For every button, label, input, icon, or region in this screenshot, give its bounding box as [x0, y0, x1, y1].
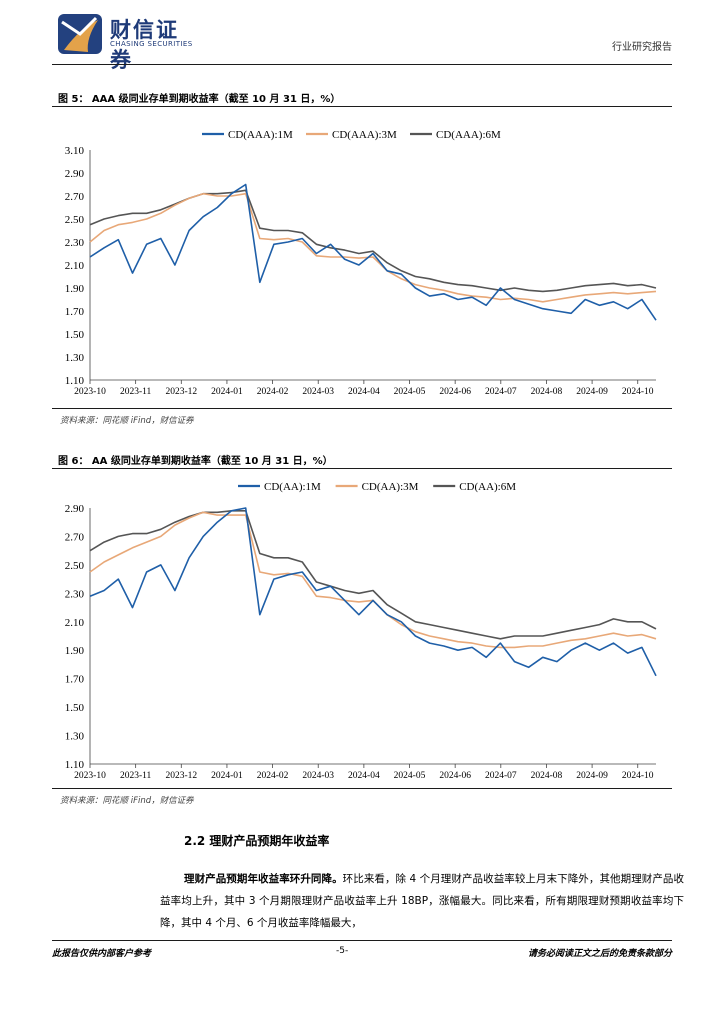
figure5-title-rule [52, 106, 672, 107]
x-tick-label: 2024-05 [394, 387, 426, 397]
x-tick-label: 2024-05 [394, 771, 426, 781]
para-lead: 理财产品预期年收益率环升同降。 [184, 873, 343, 885]
figure6-title-rule [52, 468, 672, 469]
x-tick-label: 2023-11 [120, 771, 152, 781]
y-tick-label: 2.70 [65, 191, 85, 203]
y-tick-label: 1.10 [65, 759, 85, 771]
x-tick-label: 2024-09 [576, 771, 608, 781]
logo-mark-icon [58, 14, 102, 54]
y-tick-label: 1.70 [65, 674, 85, 686]
figure6-title: 图 6： AA 级同业存单到期收益率（截至 10 月 31 日，%） [58, 456, 333, 467]
x-tick-label: 2024-01 [211, 771, 243, 781]
y-tick-label: 1.50 [65, 329, 85, 341]
x-tick-label: 2024-10 [622, 771, 654, 781]
y-tick-label: 2.50 [65, 214, 85, 226]
figure6-chart: CD(AA):1M CD(AA):3M CD(AA):6M 2.90 2.70 2.50 2… [65, 481, 657, 781]
figure5-title: 图 5： AAA 级同业存单到期收益率（截至 10 月 31 日，%） [58, 94, 341, 105]
y-tick-label: 1.90 [65, 283, 85, 295]
legend-label-0: CD(AAA):1M [228, 129, 293, 141]
x-tick-label: 2024-06 [439, 387, 471, 397]
y-tick-label: 1.70 [65, 306, 85, 318]
legend-label-1: CD(AAA):3M [332, 129, 397, 141]
footer-divider [52, 940, 672, 941]
legend-label-2: CD(AA):6M [459, 481, 516, 493]
figure6-source: 资料来源：同花顺 iFind，财信证券 [60, 796, 194, 806]
header-divider [52, 64, 672, 65]
x-tick-label: 2024-04 [348, 387, 380, 397]
y-tick-label: 2.70 [65, 531, 85, 543]
legend-label-1: CD(AA):3M [362, 481, 419, 493]
x-tick-label: 2023-12 [165, 771, 197, 781]
body-paragraph: 理财产品预期年收益率环升同降。环比来看，除 4 个月理财产品收益率较上月末下降外… [160, 868, 684, 934]
x-tick-label: 2024-10 [622, 387, 654, 397]
y-tick-label: 2.90 [65, 503, 85, 515]
x-tick-label: 2024-07 [485, 387, 517, 397]
figure5-bottom-rule [52, 408, 672, 409]
x-tick-label: 2024-01 [211, 387, 243, 397]
series-line-CD(AA):3M [89, 511, 657, 649]
series-line-CD(AA):1M [89, 507, 657, 677]
para-text: 环比来看，除 4 个月理财产品收益率较上月末下降外，其他期理财产品收益率均上升，… [160, 873, 685, 929]
x-tick-label: 2024-02 [257, 387, 289, 397]
y-tick-label: 2.90 [65, 168, 85, 180]
x-tick-label: 2024-03 [302, 387, 334, 397]
footer-disclaimer-right: 请务必阅读正文之后的免责条款部分 [527, 949, 672, 959]
section-title: 2.2 理财产品预期年收益率 [184, 834, 330, 848]
series-line-CD(AAA):1M [89, 183, 657, 321]
y-tick-label: 2.30 [65, 237, 85, 249]
footer-disclaimer-left: 此报告仅供内部客户参考 [52, 949, 152, 959]
report-type: 行业研究报告 [612, 42, 672, 53]
y-tick-label: 1.30 [65, 731, 85, 743]
y-tick-label: 1.50 [65, 702, 85, 714]
x-tick-label: 2023-10 [74, 771, 106, 781]
x-tick-label: 2024-03 [302, 771, 334, 781]
series-line-CD(AAA):3M [89, 192, 657, 303]
x-tick-label: 2024-09 [576, 387, 608, 397]
x-tick-label: 2024-02 [257, 771, 289, 781]
y-tick-label: 2.10 [65, 260, 85, 272]
y-tick-label: 3.10 [65, 145, 85, 157]
x-tick-label: 2023-11 [120, 387, 152, 397]
company-logo: 财信证券 CHASING SECURITIES [58, 12, 198, 72]
x-tick-label: 2024-07 [485, 771, 517, 781]
figure5-source: 资料来源：同花顺 iFind，财信证券 [60, 416, 194, 426]
legend-label-0: CD(AA):1M [264, 481, 321, 493]
x-tick-label: 2023-10 [74, 387, 106, 397]
y-tick-label: 1.90 [65, 645, 85, 657]
figure5-chart: CD(AAA):1M CD(AAA):3M CD(AAA):6M 3.10 2.90 2.… [65, 129, 657, 397]
y-tick-label: 1.10 [65, 375, 85, 387]
logo-chinese: 财信证券 [110, 18, 179, 72]
x-tick-label: 2024-08 [531, 771, 563, 781]
y-tick-label: 2.10 [65, 617, 85, 629]
x-tick-label: 2024-08 [531, 387, 563, 397]
y-tick-label: 1.30 [65, 352, 85, 364]
legend-label-2: CD(AAA):6M [436, 129, 501, 141]
figure6-bottom-rule [52, 788, 672, 789]
page-number: -5- [336, 946, 349, 956]
y-tick-label: 2.30 [65, 588, 85, 600]
x-tick-label: 2023-12 [165, 387, 197, 397]
series-line-CD(AA):6M [89, 509, 657, 640]
y-tick-label: 2.50 [65, 560, 85, 572]
logo-english: CHASING SECURITIES [110, 40, 193, 48]
x-tick-label: 2024-04 [348, 771, 380, 781]
x-tick-label: 2024-06 [439, 771, 471, 781]
